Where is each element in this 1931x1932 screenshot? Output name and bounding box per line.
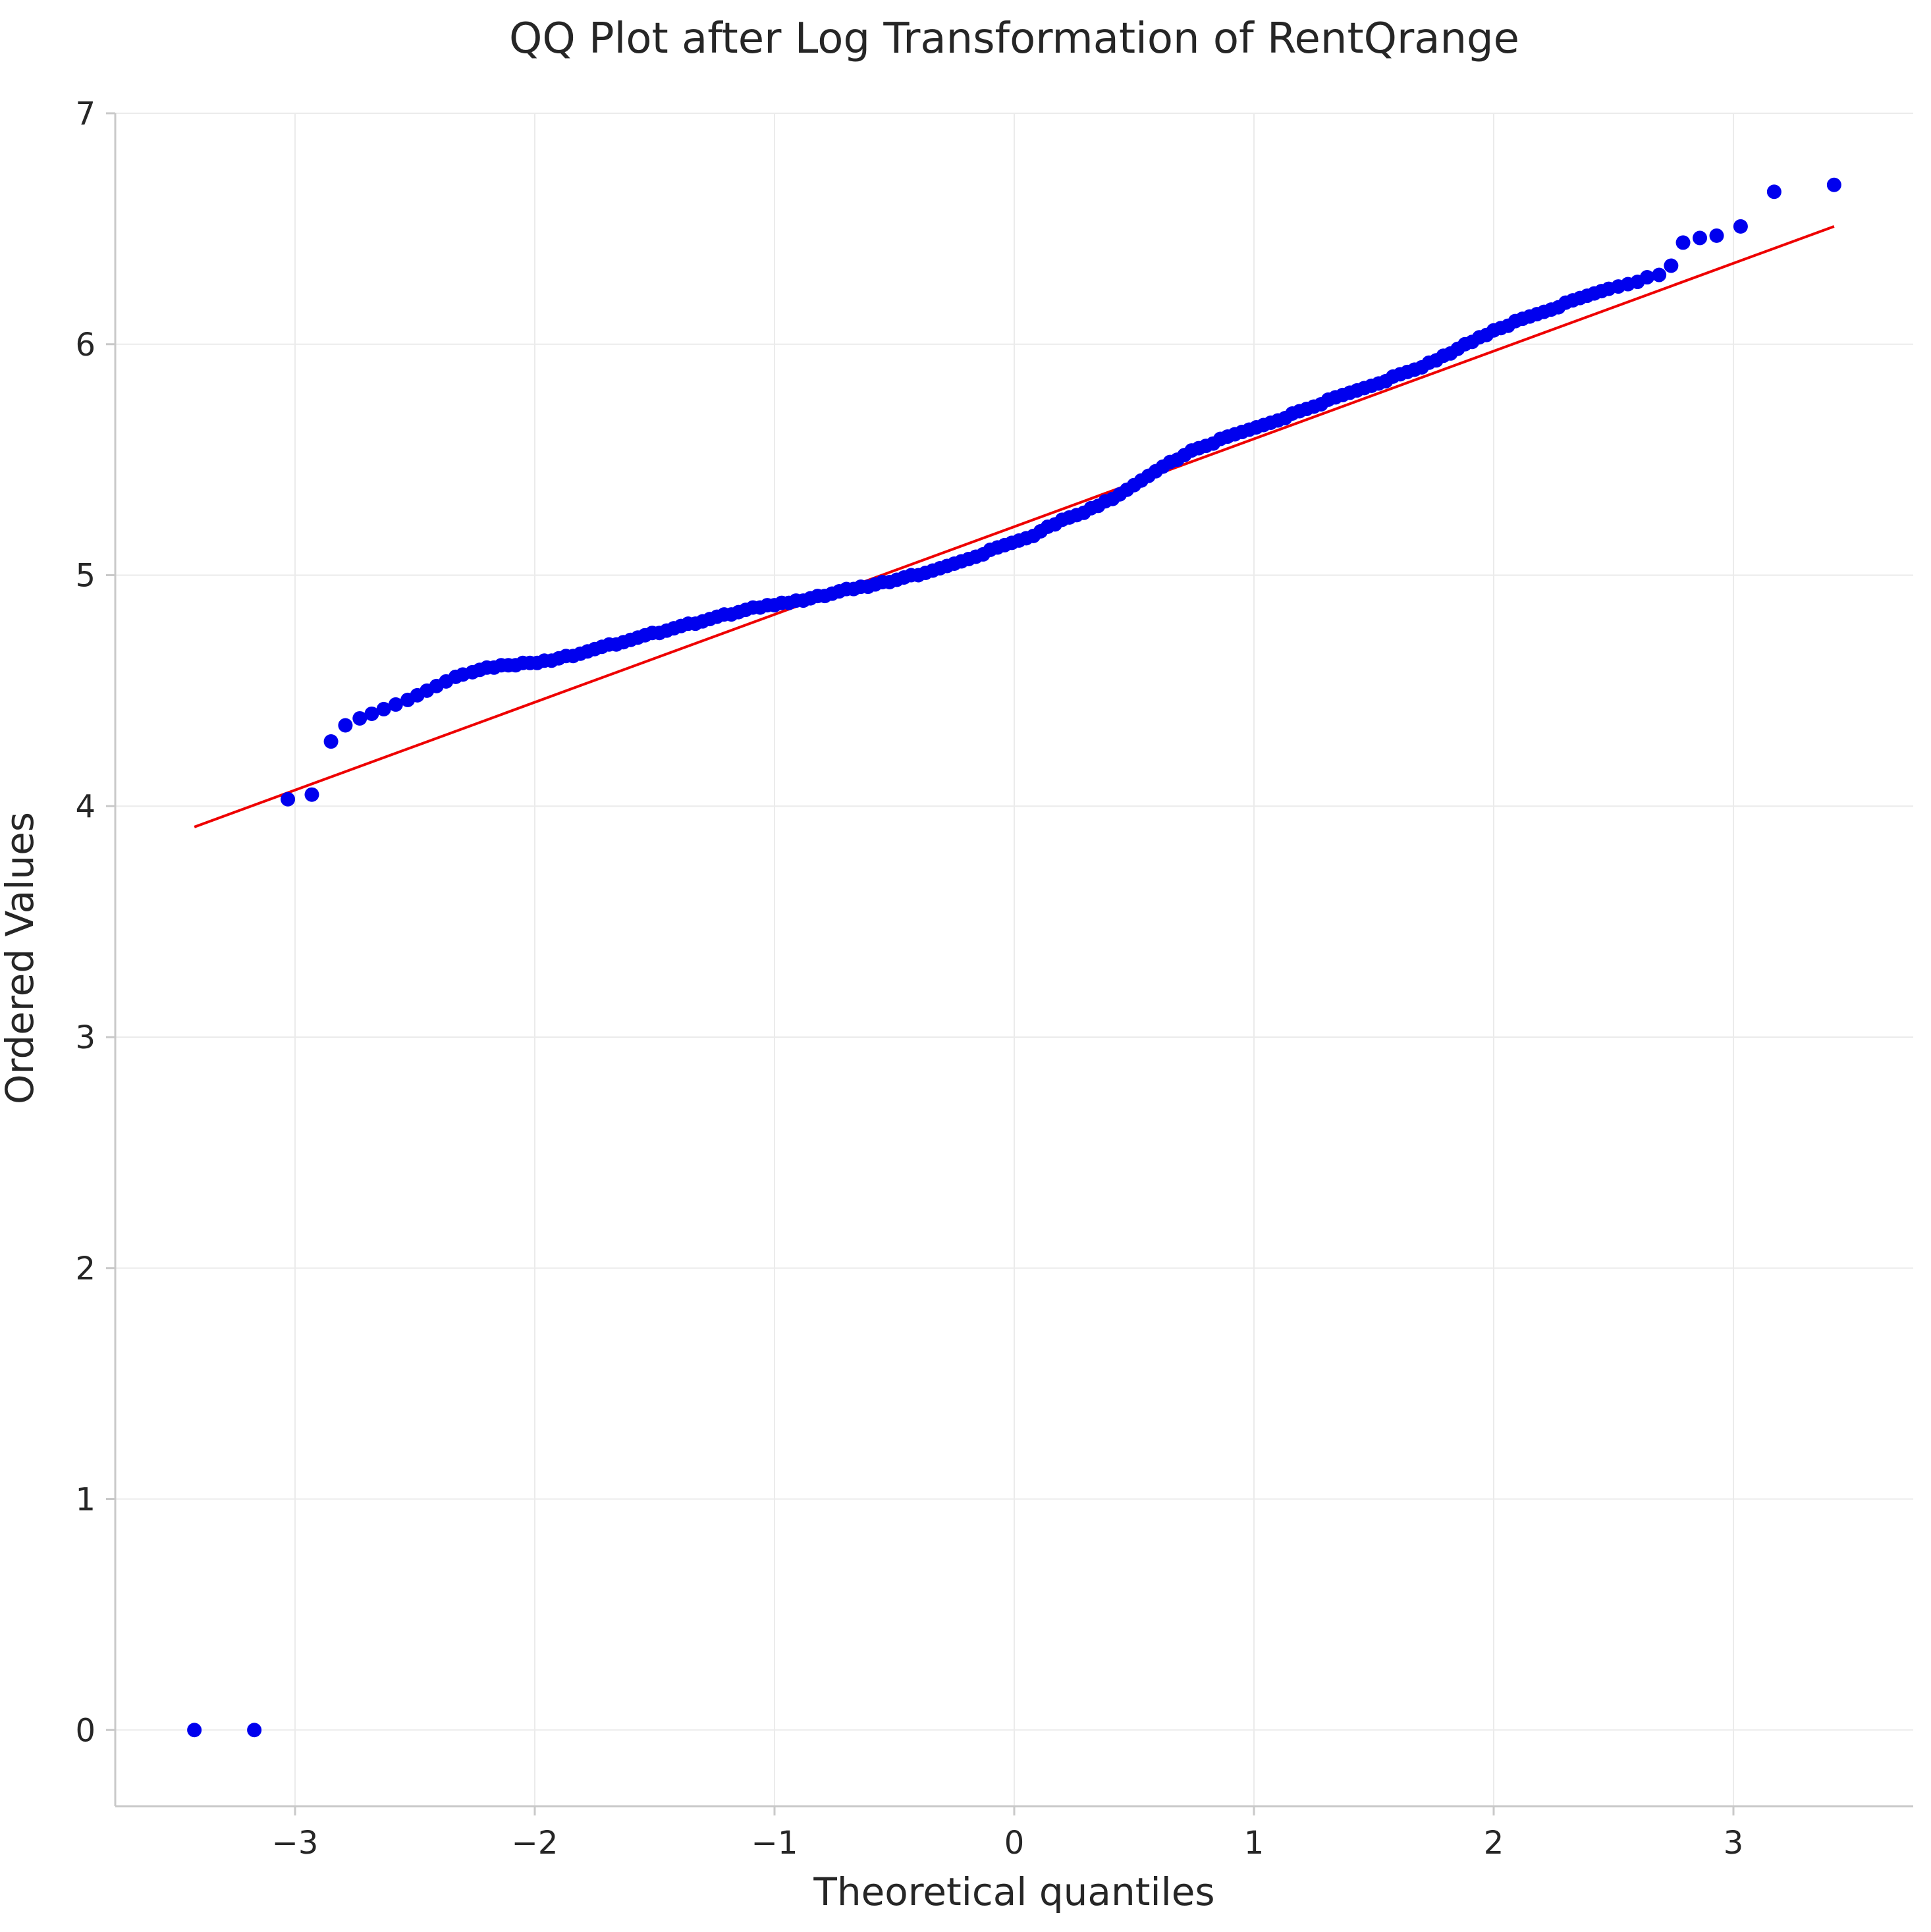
data-point <box>1675 235 1691 250</box>
data-point <box>247 1723 262 1738</box>
data-point <box>1709 228 1724 243</box>
y-tick-label: 1 <box>75 1482 95 1518</box>
data-point <box>323 734 339 749</box>
data-point <box>1766 184 1781 200</box>
data-point <box>1693 230 1708 246</box>
axis-ticks: −3 −2 −1 0 1 2 3 0 1 2 3 4 5 6 7 <box>75 95 1743 1862</box>
y-tick-label: 5 <box>75 558 95 595</box>
x-tick-label: 1 <box>1244 1825 1265 1862</box>
y-axis-label: Ordered Values <box>0 812 42 1104</box>
data-point <box>376 701 391 716</box>
x-tick-label: −3 <box>272 1825 319 1862</box>
data-point <box>281 792 296 807</box>
y-tick-label: 6 <box>75 327 95 363</box>
y-tick-label: 3 <box>75 1019 95 1056</box>
y-tick-label: 4 <box>75 788 95 825</box>
data-point <box>338 718 353 733</box>
data-point <box>352 711 367 726</box>
y-tick-label: 7 <box>75 95 95 132</box>
x-tick-label: 2 <box>1484 1825 1504 1862</box>
reference-line-layer <box>194 225 1835 828</box>
chart-title: QQ Plot after Log Transformation of Rent… <box>509 14 1519 63</box>
fit-reference-line <box>194 225 1835 828</box>
data-point <box>1652 267 1667 282</box>
data-point <box>1639 270 1654 285</box>
data-point <box>1664 258 1679 273</box>
data-points <box>187 177 1841 1738</box>
data-point <box>364 706 379 721</box>
data-point <box>304 787 319 802</box>
grid <box>115 113 1913 1806</box>
y-tick-label: 0 <box>75 1712 95 1749</box>
x-axis-label: Theoretical quantiles <box>813 1869 1214 1914</box>
x-tick-label: −2 <box>512 1825 558 1862</box>
x-tick-label: 3 <box>1724 1825 1744 1862</box>
data-point <box>1826 177 1841 192</box>
data-point <box>187 1723 202 1738</box>
data-point <box>1733 219 1748 234</box>
x-tick-label: 0 <box>1004 1825 1025 1862</box>
data-point <box>388 697 403 712</box>
x-tick-label: −1 <box>751 1825 798 1862</box>
y-tick-label: 2 <box>75 1250 95 1287</box>
